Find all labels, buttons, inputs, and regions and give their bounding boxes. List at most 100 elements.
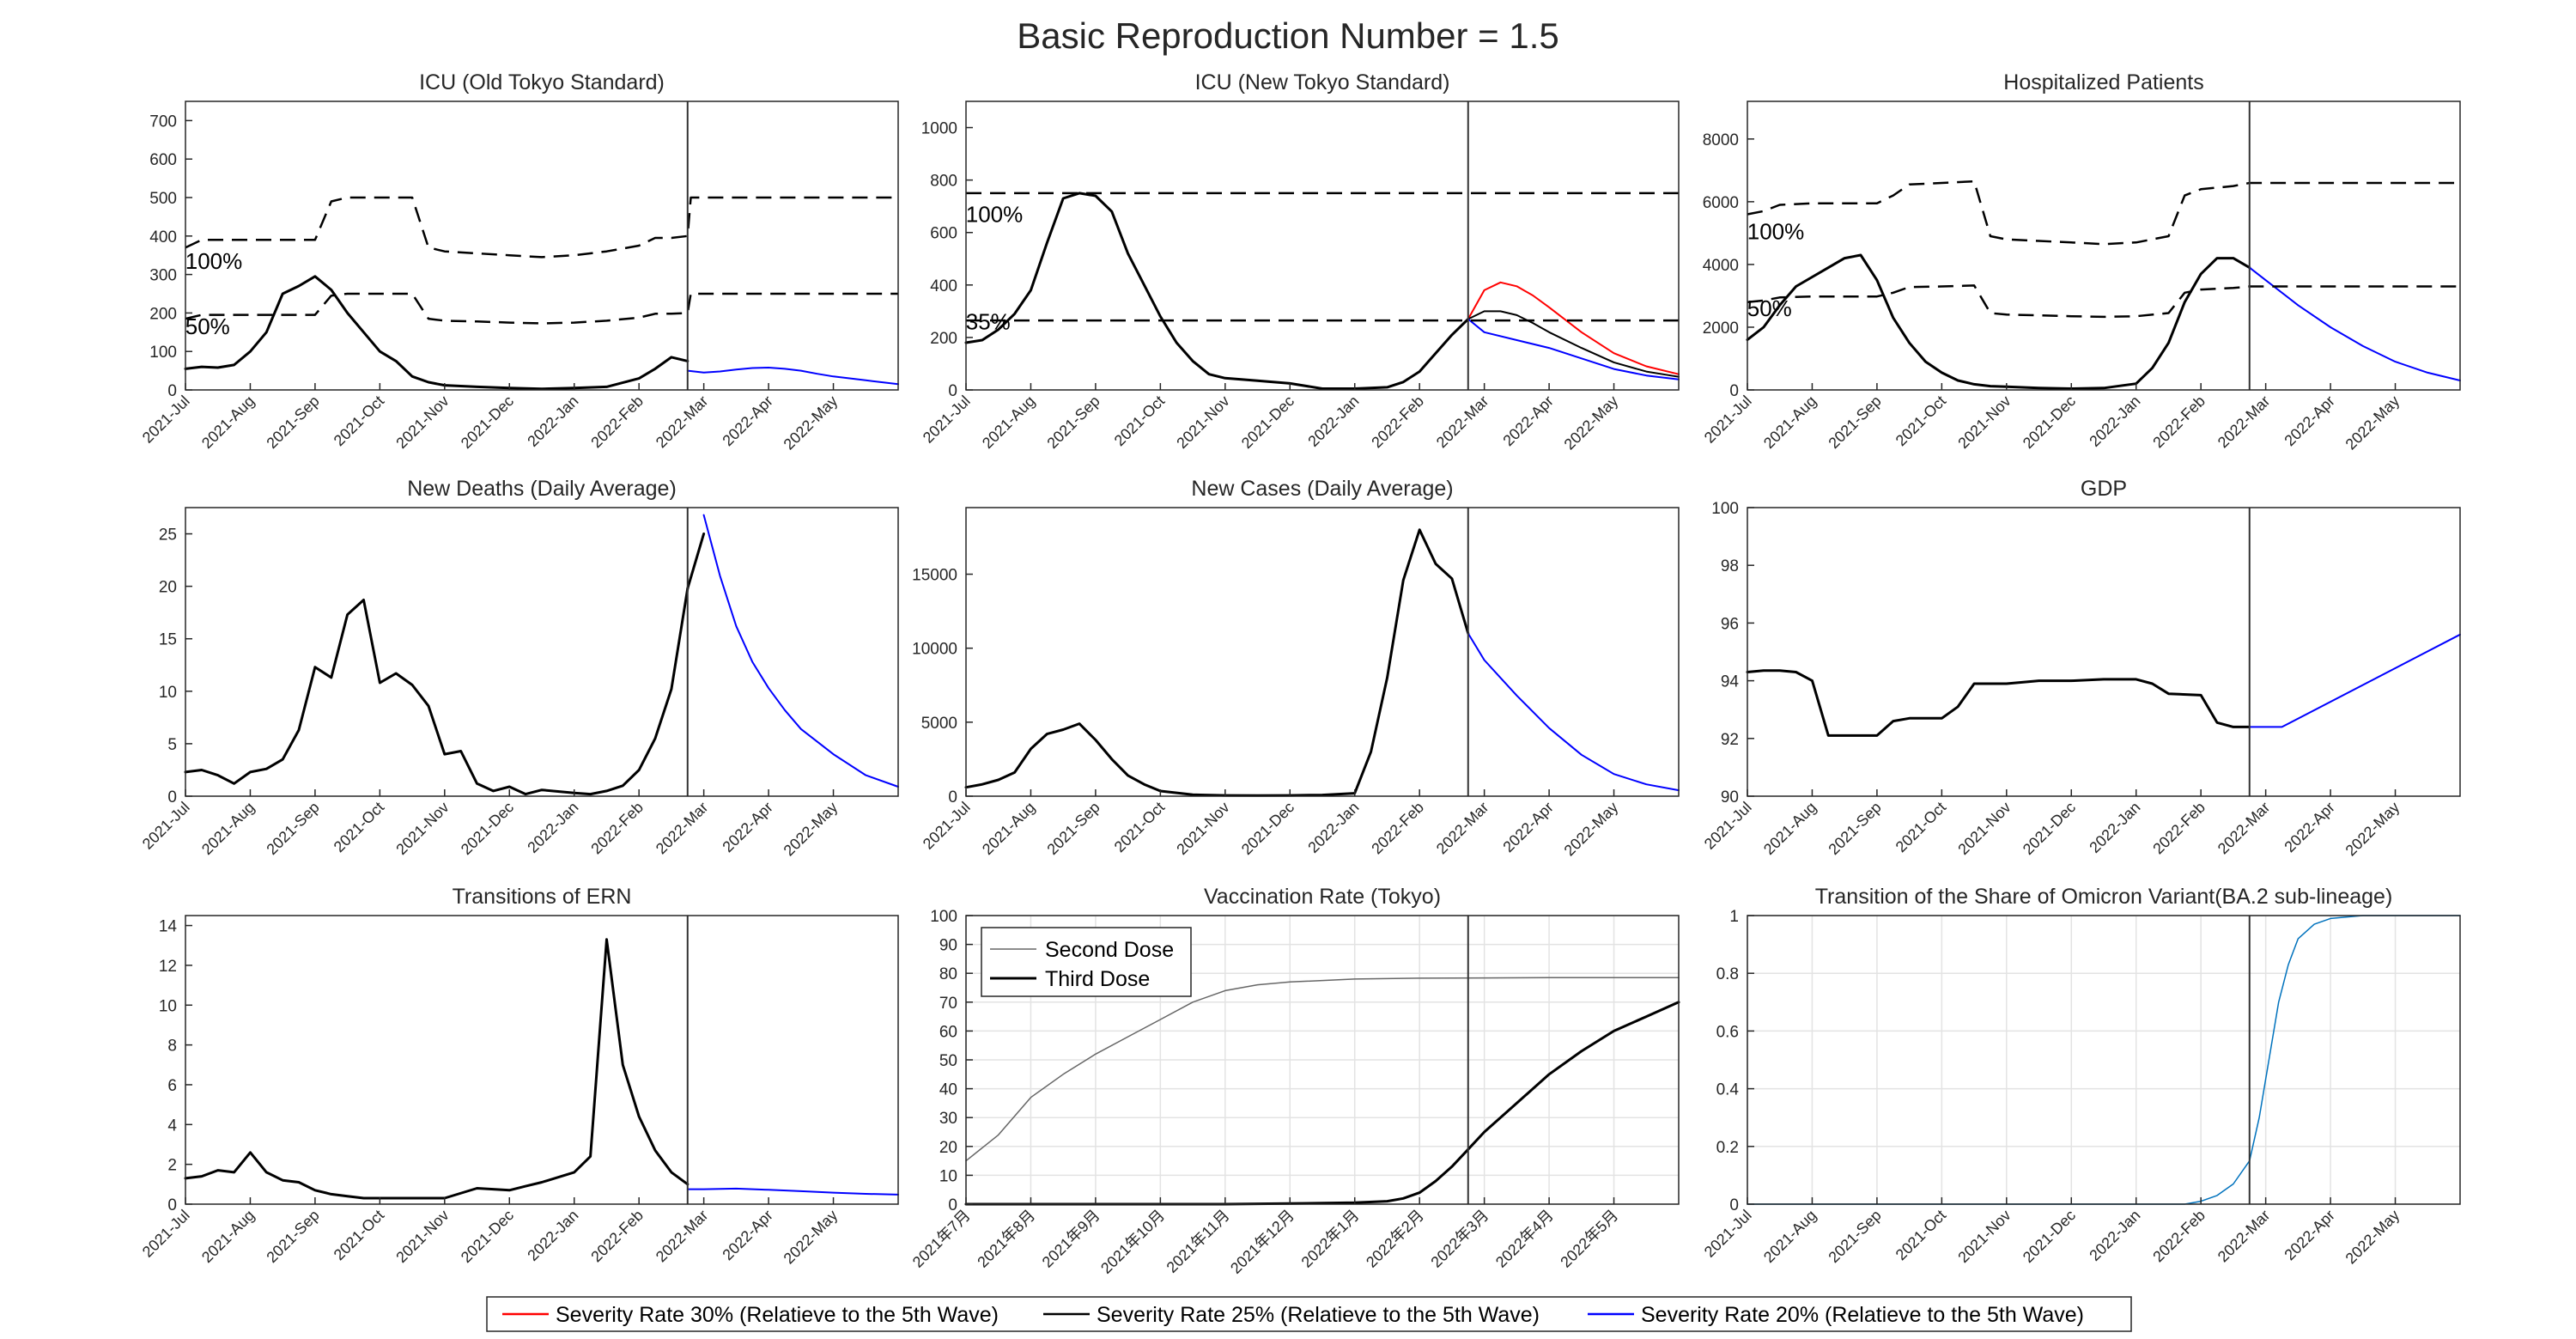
x-tick-label: 2021-Jul xyxy=(1701,393,1755,447)
y-tick-label: 800 xyxy=(930,173,957,191)
y-tick-label: 12 xyxy=(159,958,177,976)
plot-area xyxy=(1747,916,2460,1204)
y-tick-label: 1000 xyxy=(921,120,957,138)
x-tick-label: 2021-Nov xyxy=(1954,393,2014,452)
x-tick-label: 2022-Feb xyxy=(1368,799,1427,858)
y-tick-label: 6000 xyxy=(1703,194,1739,212)
y-tick-label: 15 xyxy=(159,631,177,649)
y-tick-label: 2 xyxy=(167,1157,177,1175)
x-tick-label: 2022-Jan xyxy=(2086,799,2143,856)
x-tick-label: 2022-Mar xyxy=(1433,799,1492,858)
axes-box xyxy=(185,507,899,797)
x-tick-label: 2021-Oct xyxy=(331,393,388,450)
x-tick-label: 2021-Oct xyxy=(331,1207,388,1264)
x-tick-label: 2022-Jan xyxy=(1304,799,1362,856)
x-tick-label: 2021年7月 xyxy=(909,1207,974,1271)
series-line-2 xyxy=(1467,632,1680,792)
series-line-4 xyxy=(1747,284,2460,319)
x-tick-label: 2022-Apr xyxy=(2281,799,2338,856)
x-tick-label: 2022-Feb xyxy=(2149,393,2208,452)
series-line-2 xyxy=(2248,266,2461,381)
chart-title: ICU (New Tokyo Standard) xyxy=(1195,70,1450,94)
x-tick-label: 2022年2月 xyxy=(1363,1207,1427,1271)
x-tick-label: 2021-Aug xyxy=(198,799,258,858)
legend-box xyxy=(981,927,1192,997)
x-tick-label: 2021年9月 xyxy=(1039,1207,1103,1271)
x-tick-label: 2022-Feb xyxy=(2149,1207,2208,1266)
x-tick-label: 2022年1月 xyxy=(1298,1207,1363,1271)
y-tick-label: 5000 xyxy=(921,715,957,733)
y-tick-label: 6 xyxy=(167,1077,177,1095)
y-tick-label: 4 xyxy=(167,1117,177,1135)
y-tick-label: 80 xyxy=(939,965,957,983)
y-tick-label: 100 xyxy=(930,908,957,926)
x-tick-label: 2022-Mar xyxy=(2215,799,2274,858)
y-tick-label: 400 xyxy=(149,228,177,246)
annotation-1: 100% xyxy=(1747,219,1805,245)
annotation-2: 50% xyxy=(185,313,230,339)
x-tick-label: 2022-May xyxy=(781,393,841,453)
y-tick-label: 300 xyxy=(149,267,177,285)
chart-title: Transition of the Share of Omicron Varia… xyxy=(1815,885,2393,909)
plot-area xyxy=(1747,101,2460,390)
x-tick-label: 2021-Sep xyxy=(263,1207,322,1266)
x-tick-label: 2021-Dec xyxy=(1238,799,1297,858)
y-tick-label: 25 xyxy=(159,526,177,545)
y-tick-label: 8 xyxy=(167,1038,177,1056)
x-tick-label: 2021年10月 xyxy=(1097,1207,1168,1277)
axes-box xyxy=(1747,507,2461,797)
x-tick-label: 2021-Jul xyxy=(139,799,193,853)
series-line-1 xyxy=(1746,253,2251,390)
series-line-2 xyxy=(1467,281,1680,375)
y-tick-label: 90 xyxy=(1721,788,1739,806)
x-tick-label: 2021-Jul xyxy=(920,799,974,853)
x-tick-label: 2022-Feb xyxy=(587,1207,647,1266)
y-tick-label: 200 xyxy=(930,330,957,348)
x-tick-label: 2022-Apr xyxy=(719,1207,776,1264)
x-tick-label: 2022-Jan xyxy=(524,393,581,450)
chart-title: Vaccination Rate (Tokyo) xyxy=(1204,885,1441,909)
series-line-3 xyxy=(185,196,898,259)
series-line-third-dose xyxy=(964,1001,1680,1206)
y-tick-label: 0.2 xyxy=(1716,1139,1739,1157)
y-tick-label: 5 xyxy=(167,736,177,754)
y-tick-label: 4000 xyxy=(1703,257,1739,275)
y-tick-label: 14 xyxy=(159,918,178,936)
y-tick-label: 8000 xyxy=(1703,131,1739,149)
axes-box xyxy=(965,507,1680,797)
y-tick-label: 20 xyxy=(159,579,177,597)
x-tick-label: 2022-Mar xyxy=(653,1207,712,1266)
x-tick-label: 2021-Dec xyxy=(2020,393,2079,452)
plot-area xyxy=(185,101,898,390)
x-tick-label: 2021-Sep xyxy=(1043,799,1103,858)
series-line-2 xyxy=(686,533,706,590)
y-tick-label: 10 xyxy=(939,1167,957,1185)
x-tick-label: 2022-Apr xyxy=(719,393,776,450)
legend-label-3: Severity Rate 20% (Relatieve to the 5th … xyxy=(1641,1303,2084,1327)
y-tick-label: 90 xyxy=(939,937,957,955)
y-tick-label: 200 xyxy=(149,305,177,323)
x-tick-label: 2022-May xyxy=(1561,799,1622,860)
x-tick-label: 2021-Dec xyxy=(458,1207,517,1266)
y-tick-label: 20 xyxy=(939,1139,957,1157)
y-tick-label: 98 xyxy=(1721,557,1739,575)
series-line-3 xyxy=(702,514,899,788)
x-tick-label: 2021-Aug xyxy=(198,1207,258,1266)
y-tick-label: 0.6 xyxy=(1716,1023,1739,1041)
x-tick-label: 2022年3月 xyxy=(1427,1207,1492,1271)
figure-title: Basic Reproduction Number = 1.5 xyxy=(1017,15,1559,56)
x-tick-label: 2021-Aug xyxy=(198,393,258,452)
y-tick-label: 0 xyxy=(948,788,957,806)
series-line-1 xyxy=(1747,915,2461,1205)
chart-hospitalized-patients: 100% 50% 0 2000 4000 6000 8000 2021-Jul 2021-Aug… xyxy=(1701,70,2461,453)
plot-area xyxy=(1747,508,2460,796)
series-line-3 xyxy=(1747,180,2460,246)
chart-title: New Deaths (Daily Average) xyxy=(407,477,677,501)
x-tick-label: 2021-Sep xyxy=(263,393,322,452)
